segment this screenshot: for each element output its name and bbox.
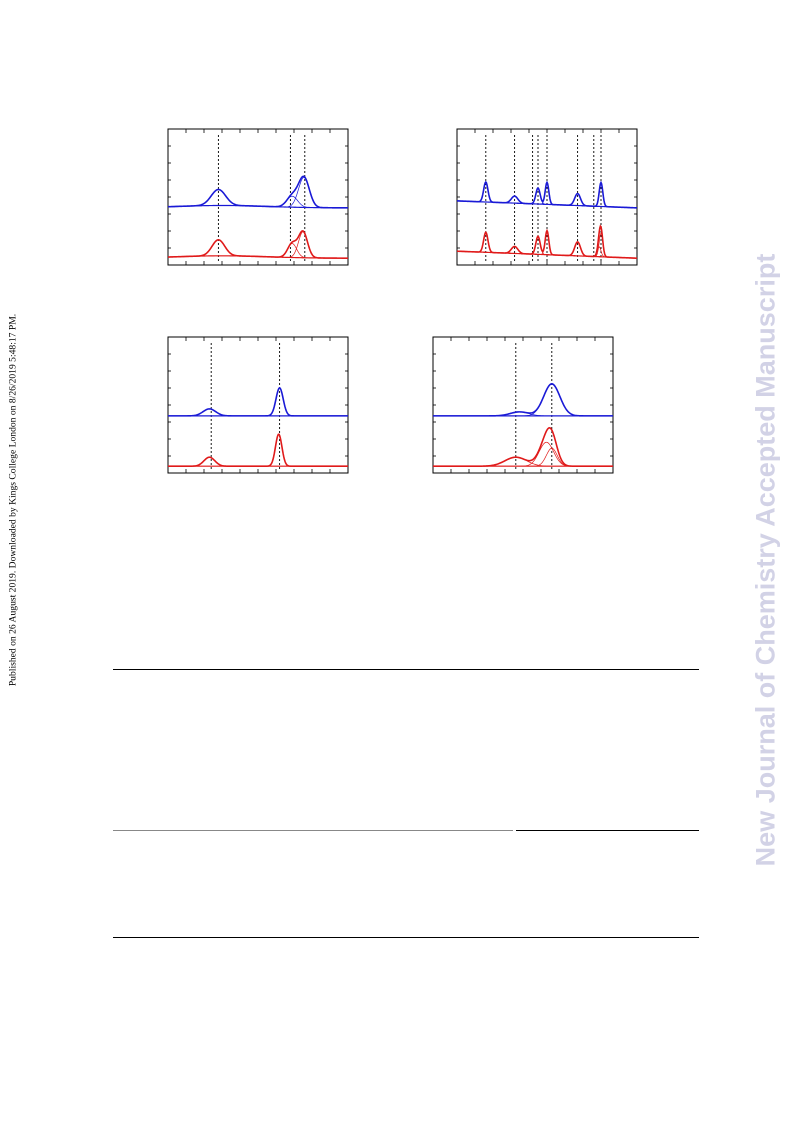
lower-trace-envelope	[167, 230, 349, 259]
spectrum-panel-top-left	[166, 127, 350, 267]
upper-trace-envelope	[456, 180, 638, 209]
lower-trace-envelope	[433, 426, 613, 467]
lower-trace-component-peak	[433, 441, 613, 467]
plot-frame	[167, 128, 349, 266]
lower-trace-component-peak	[167, 231, 349, 259]
publication-side-note: Published on 26 August 2019. Downloaded …	[7, 313, 19, 687]
lower-trace-component-peak	[433, 447, 613, 467]
upper-trace-component-peak	[433, 383, 613, 417]
spectrum-panel-bottom-right	[431, 335, 615, 475]
spectrum-svg-bottom-right	[432, 336, 614, 474]
upper-trace-envelope	[168, 386, 348, 417]
table-bottom-rule	[113, 937, 699, 938]
table-mid-rule-left	[113, 830, 513, 831]
upper-trace-component-peak	[168, 387, 348, 417]
lower-trace-component-peak	[168, 456, 348, 467]
lower-trace-envelope	[168, 433, 348, 467]
spectrum-panel-bottom-left	[166, 335, 350, 475]
spectrum-svg-top-left	[167, 128, 349, 266]
table-mid-rule-right	[516, 830, 699, 831]
lower-trace-component-peak	[168, 433, 348, 467]
lower-trace-envelope	[456, 224, 638, 259]
plot-frame	[167, 336, 349, 474]
upper-trace-envelope	[433, 383, 613, 417]
upper-trace-component-peak	[167, 177, 349, 209]
plot-frame	[432, 336, 614, 474]
journal-watermark: New Journal of Chemistry Accepted Manusc…	[750, 253, 781, 867]
spectrum-svg-top-right	[456, 128, 638, 266]
upper-trace-envelope	[167, 175, 349, 209]
spectrum-panel-top-right	[455, 127, 639, 267]
table-top-rule	[113, 669, 699, 670]
spectrum-svg-bottom-left	[167, 336, 349, 474]
